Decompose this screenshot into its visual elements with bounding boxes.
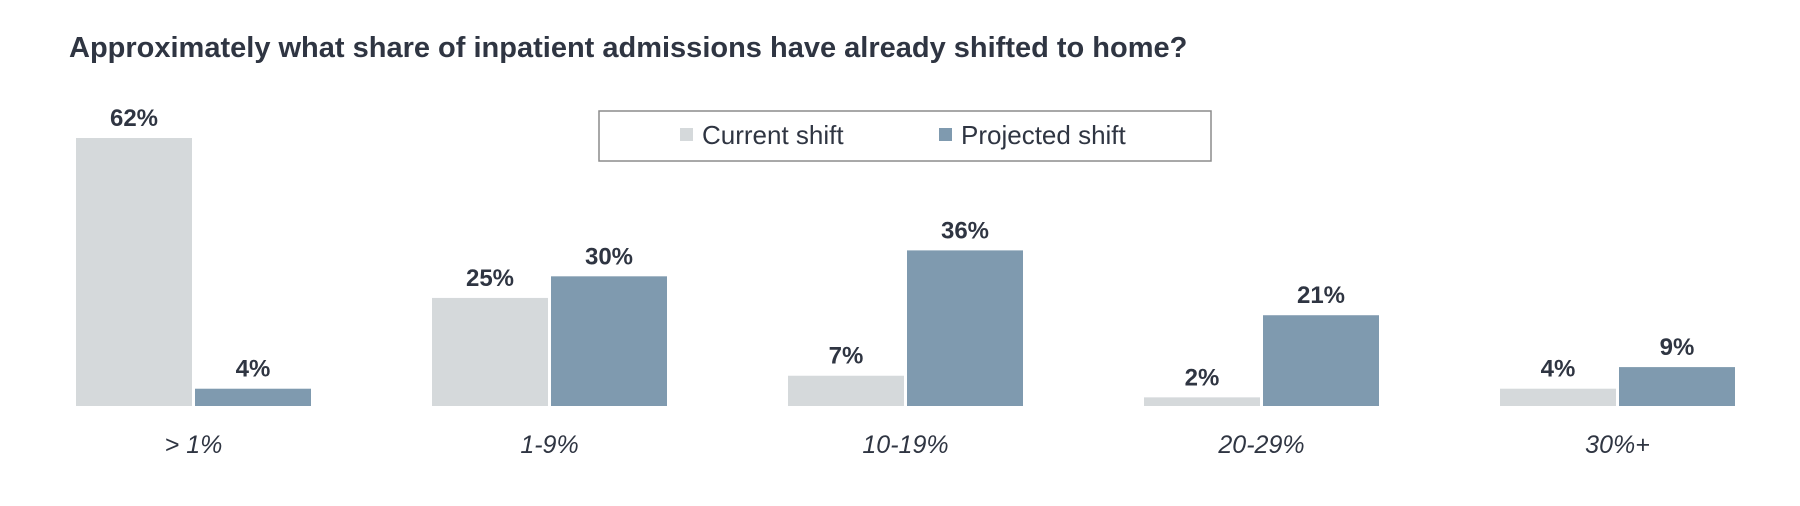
value-label-current-shift-5: 4% <box>1541 356 1576 383</box>
bar-current-shift-1 <box>76 138 192 406</box>
value-label-current-shift-2: 25% <box>466 265 514 292</box>
legend-swatch-current-shift <box>680 128 693 141</box>
bar-projected-shift-4 <box>1263 315 1379 406</box>
bar-current-shift-4 <box>1144 397 1260 406</box>
legend: Current shift Projected shift <box>598 110 1212 162</box>
bar-current-shift-3 <box>788 375 904 406</box>
category-labels: > 1% 1-9% 10-19% 20-29% 30%+ <box>165 431 1650 459</box>
legend-swatch-projected-shift <box>939 128 952 141</box>
bar-projected-shift-2 <box>551 276 667 406</box>
bar-current-shift-5 <box>1500 388 1616 406</box>
category-label-1: > 1% <box>165 431 223 459</box>
value-labels: 62% 4% 25% 30% 7% 36% 2% 21% 4% 9% <box>110 105 1694 391</box>
legend-box <box>598 110 1212 162</box>
bar-projected-shift-5 <box>1619 367 1735 406</box>
value-label-projected-shift-1: 4% <box>236 356 271 383</box>
category-label-3: 10-19% <box>862 431 948 459</box>
legend-label-current-shift: Current shift <box>702 120 844 150</box>
value-label-projected-shift-4: 21% <box>1297 282 1345 309</box>
value-label-current-shift-4: 2% <box>1185 364 1220 391</box>
value-label-current-shift-3: 7% <box>829 343 864 370</box>
value-label-current-shift-1: 62% <box>110 105 158 132</box>
value-label-projected-shift-3: 36% <box>941 217 989 244</box>
value-label-projected-shift-2: 30% <box>585 243 633 270</box>
value-label-projected-shift-5: 9% <box>1660 334 1695 361</box>
legend-label-projected-shift: Projected shift <box>961 120 1127 150</box>
category-label-5: 30%+ <box>1585 431 1650 459</box>
bars <box>76 138 1735 406</box>
bar-projected-shift-3 <box>907 250 1023 406</box>
bar-projected-shift-1 <box>195 388 311 406</box>
bar-current-shift-2 <box>432 297 548 406</box>
category-label-4: 20-29% <box>1217 431 1304 459</box>
chart-title: Approximately what share of inpatient ad… <box>69 32 1187 64</box>
category-label-2: 1-9% <box>520 431 578 459</box>
